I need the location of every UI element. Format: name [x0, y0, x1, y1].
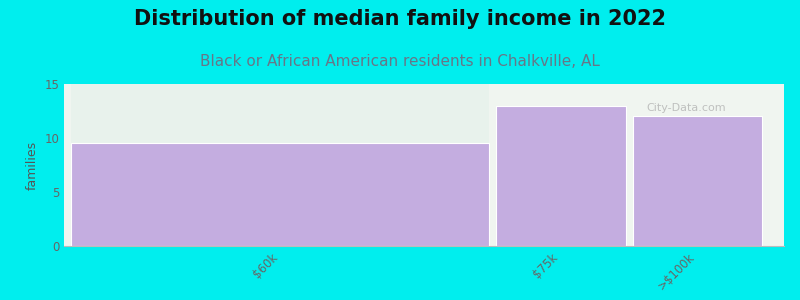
- Bar: [633, 116, 762, 246]
- Y-axis label: families: families: [26, 140, 38, 190]
- Text: Black or African American residents in Chalkville, AL: Black or African American residents in C…: [200, 54, 600, 69]
- Bar: [496, 106, 626, 246]
- Text: City-Data.com: City-Data.com: [646, 103, 726, 113]
- Bar: [71, 143, 489, 246]
- Text: Distribution of median family income in 2022: Distribution of median family income in …: [134, 9, 666, 29]
- Bar: [71, 84, 489, 246]
